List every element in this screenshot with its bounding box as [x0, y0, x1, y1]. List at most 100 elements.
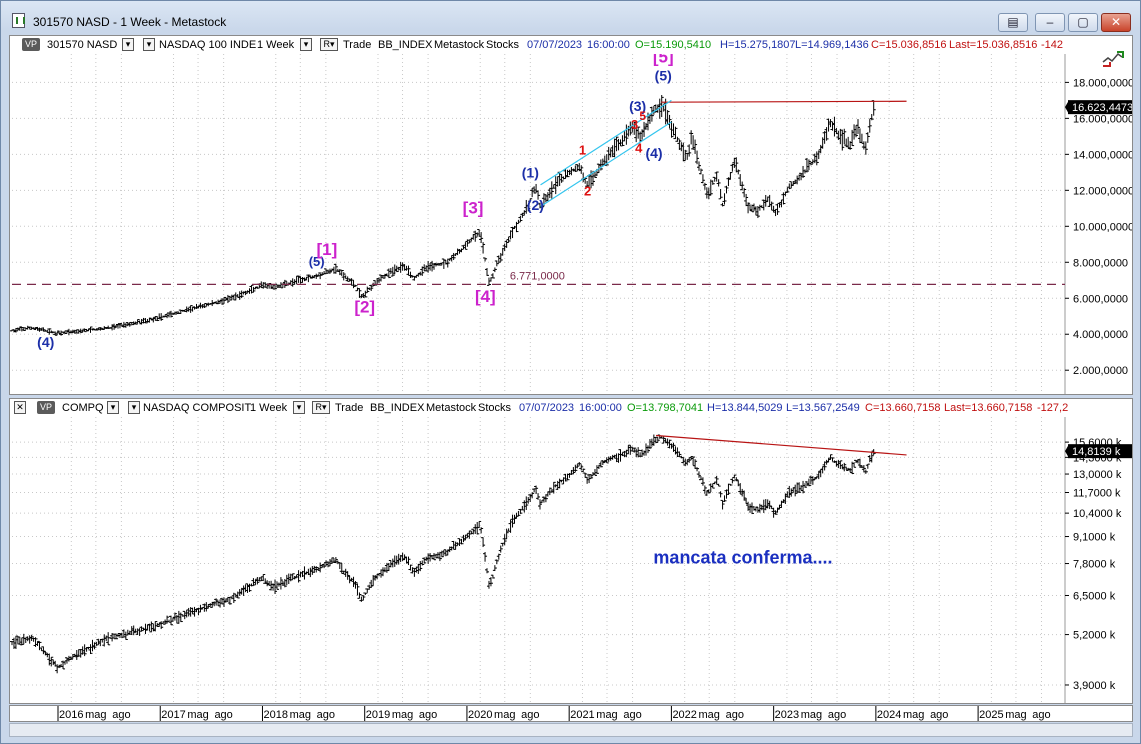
ohlc-bar — [712, 481, 717, 485]
ohlc-bar — [459, 248, 464, 253]
ohlc-bar — [229, 596, 234, 600]
minimize-button[interactable]: – — [1035, 13, 1065, 32]
type-label-bottom: Stocks — [478, 402, 512, 414]
ohlc-bar — [732, 157, 737, 168]
security-dropdown-icon[interactable]: ▾ — [143, 38, 155, 51]
ohlc-bar — [418, 271, 423, 276]
ohlc-bar — [626, 445, 631, 455]
ohlc-bar — [74, 329, 79, 334]
ohlc-bar — [33, 637, 38, 647]
ohlc-bar — [728, 483, 733, 486]
ohlc-bar — [734, 477, 739, 481]
ohlc-bar — [775, 203, 780, 215]
ohlc-bar — [151, 317, 156, 323]
channel-upper-line — [540, 99, 672, 186]
ohlc-bar — [708, 483, 713, 493]
close-button[interactable]: ✕ — [1101, 13, 1131, 32]
ohlc-bar — [227, 596, 232, 605]
month-label: ago — [317, 709, 335, 721]
ohlc-bar — [410, 567, 415, 574]
ohlc-bar — [416, 563, 421, 574]
top-chart-pane[interactable]: VP 301570 NASD ▾ ▾ NASDAQ 100 INDE 1 Wee… — [9, 35, 1133, 395]
ohlc-bar — [716, 179, 721, 187]
year-label: 2022 — [672, 709, 696, 721]
vp-badge-bottom[interactable]: VP — [37, 401, 56, 414]
vendor-label-bottom: Metastock — [426, 402, 477, 414]
high-value-bottom: H=13.844,5029 — [707, 402, 783, 414]
wave-label: [4] — [475, 287, 496, 306]
support-level-label: 6.771,0000 — [510, 270, 565, 282]
ohlc-bar — [698, 168, 703, 175]
maximize-button[interactable]: ▢ — [1068, 13, 1098, 32]
ohlc-bar — [806, 478, 811, 487]
ohlc-bar — [331, 558, 336, 563]
ohlc-bar — [693, 139, 698, 154]
symbol-dropdown-icon-bottom[interactable]: ▾ — [107, 401, 119, 414]
ohlc-bar — [742, 490, 747, 501]
ohlc-bar — [367, 287, 372, 290]
descending-trend-line — [656, 434, 907, 456]
ohlc-bar — [834, 460, 839, 467]
ohlc-bar — [720, 202, 725, 207]
ohlc-bar — [343, 568, 348, 577]
chart-tools-icon[interactable] — [1100, 48, 1126, 70]
ohlc-bar — [697, 161, 702, 171]
ohlc-bar — [869, 451, 874, 463]
top-price-chart[interactable]: 2.000,0000 4.000,0000 6.000,0000 8.000,0000… — [10, 54, 1132, 394]
ohlc-bar — [498, 545, 503, 553]
ohlc-bar — [369, 284, 374, 291]
ohlc-bar — [785, 187, 790, 193]
security-dropdown-icon-bottom[interactable]: ▾ — [128, 401, 140, 414]
ohlc-bar — [117, 323, 122, 329]
ohlc-bar — [451, 252, 456, 261]
date-axis[interactable]: 2016 mag ago 2017 mag ago 2018 mag ago 2019 mag ago… — [9, 705, 1133, 722]
title-bar[interactable]: 301570 NASD - 1 Week - Metastock ▤ – ▢ ✕ — [1, 1, 1140, 33]
rline-toggle-bottom[interactable]: R▾ — [312, 401, 330, 414]
status-strip — [9, 723, 1133, 737]
ohlc-bar — [724, 489, 729, 499]
ohlc-bar — [777, 504, 782, 510]
ohlc-bar — [386, 268, 391, 279]
close-pane-icon[interactable]: ✕ — [14, 401, 26, 414]
ohlc-bar — [347, 575, 352, 584]
ohlc-bar — [824, 127, 829, 141]
ohlc-bar — [722, 193, 727, 205]
ohlc-bar — [459, 538, 464, 545]
y-tick-label: 6,5000 k — [1073, 590, 1116, 602]
ohlc-bar — [463, 242, 468, 250]
bottom-chart-pane[interactable]: ✕ VP COMPQ ▾ ▾ NASDAQ COMPOSIT 1 Week ▾ … — [9, 398, 1133, 704]
vendor-label: Metastock — [434, 39, 485, 51]
symbol-dropdown-icon[interactable]: ▾ — [122, 38, 134, 51]
date-axis-labels: 2016 mag ago 2017 mag ago 2018 mag ago 2019 mag ago… — [57, 706, 1051, 721]
ohlc-bar — [642, 121, 647, 137]
ohlc-bar — [824, 459, 829, 465]
ohlc-bar — [757, 204, 762, 211]
year-label: 2016 — [59, 709, 83, 721]
last-price-label: 16.623,4473 — [1072, 102, 1132, 114]
month-label: mag — [290, 709, 311, 721]
ohlc-bar — [555, 176, 560, 187]
ohlc-bar — [400, 262, 405, 271]
period-dropdown-icon[interactable]: ▾ — [300, 38, 312, 51]
ohlc-bar — [549, 489, 554, 493]
rline-toggle[interactable]: R▾ — [320, 38, 338, 51]
ohlc-bar — [736, 480, 741, 487]
ohlc-bar — [198, 302, 203, 309]
ohlc-bar — [806, 159, 811, 171]
wave-label: [3] — [463, 199, 484, 218]
ohlc-bar — [475, 522, 480, 535]
metastock-app-icon[interactable] — [12, 13, 25, 28]
vp-badge[interactable]: VP — [22, 38, 41, 51]
ohlc-bar — [410, 275, 415, 278]
ohlc-bar — [353, 581, 358, 589]
ohlc-bar — [502, 243, 507, 252]
bottom-price-chart[interactable]: 3,9000 k 5,2000 k 6,5000 k 7,8000 k 9,1000 k… — [10, 417, 1132, 703]
ohlc-bar — [461, 245, 466, 250]
month-label: ago — [828, 709, 846, 721]
ohlc-bar — [341, 272, 346, 281]
ohlc-bar — [594, 465, 599, 474]
window-menu-button[interactable]: ▤ — [998, 13, 1028, 32]
ohlc-bar — [504, 240, 509, 248]
ohlc-bar — [695, 467, 700, 472]
period-dropdown-icon-bottom[interactable]: ▾ — [293, 401, 305, 414]
